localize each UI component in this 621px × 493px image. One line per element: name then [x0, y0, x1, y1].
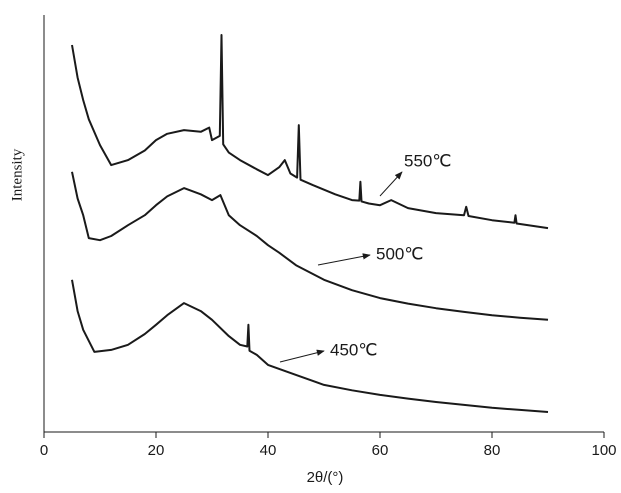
x-tick-label: 60	[372, 442, 389, 459]
xrd-line	[71, 34, 549, 230]
annotation: 550℃	[404, 151, 451, 170]
x-tick-label: 40	[260, 442, 277, 459]
xrd-line	[71, 279, 549, 413]
x-axis-label: 2θ/(°)	[307, 469, 344, 486]
x-tick-label: 0	[40, 442, 48, 459]
x-tick-label: 80	[484, 442, 501, 459]
y-axis-label: Intensity	[9, 148, 25, 201]
x-tick-label: 20	[148, 442, 165, 459]
x-tick-label: 100	[591, 442, 616, 459]
annotation-arrow	[317, 253, 371, 266]
annotation-arrow	[279, 349, 325, 363]
annotation: 450℃	[330, 340, 377, 359]
annotation-arrow	[379, 171, 403, 197]
xrd-line	[71, 171, 549, 321]
annotation: 500℃	[376, 244, 423, 263]
